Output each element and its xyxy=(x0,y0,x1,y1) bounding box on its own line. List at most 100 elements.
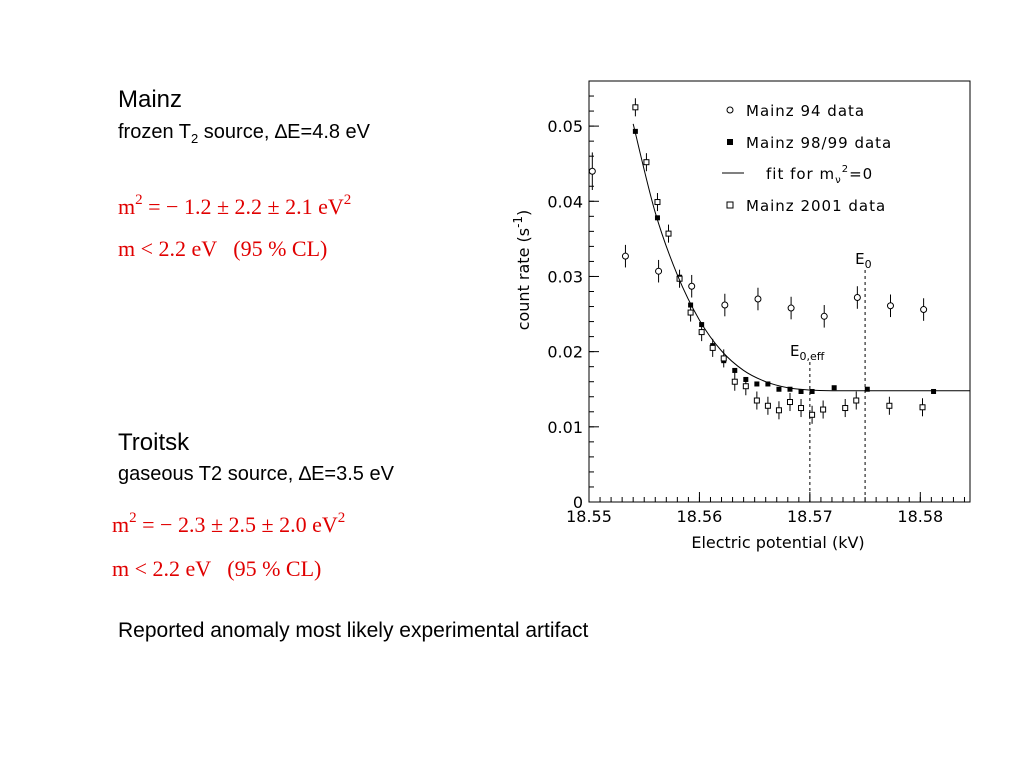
mainz2001-point xyxy=(731,378,738,385)
mainz2001-point xyxy=(853,397,860,404)
mainz98-point xyxy=(699,322,705,328)
mainz94-point xyxy=(621,252,629,260)
mainz94-point xyxy=(655,267,663,275)
mainz94-point xyxy=(820,312,828,320)
mainz94-point xyxy=(853,294,861,302)
mainz98-point xyxy=(809,388,815,394)
x-tick-label: 18.58 xyxy=(897,507,943,526)
fit-curve xyxy=(632,123,970,392)
mainz2001-point xyxy=(687,309,694,316)
legend-marker-mainz94 xyxy=(726,106,734,114)
y-tick-label: 0.05 xyxy=(547,117,583,136)
mainz-eq1-mid: = − 1.2 ± 2.2 ± 2.1 eV xyxy=(142,194,344,219)
mainz94-point xyxy=(721,301,729,309)
x-tick-label: 18.56 xyxy=(677,507,723,526)
mainz2001-point xyxy=(809,411,816,418)
e0-label: E0 xyxy=(855,250,871,271)
e0eff-label: E0,eff xyxy=(790,342,825,363)
legend-marker-mainz98 xyxy=(727,139,733,145)
e0eff-label-main: E xyxy=(790,342,799,360)
legend-fit-post: =0 xyxy=(849,165,873,183)
mainz2001-point xyxy=(709,344,716,351)
legend-marker-mainz2001 xyxy=(726,201,734,209)
x-axis-label: Electric potential (kV) xyxy=(691,533,864,552)
troitsk-eq1-mid: = − 2.3 ± 2.5 ± 2.0 eV xyxy=(136,512,338,537)
e0-label-main: E xyxy=(855,250,864,268)
mainz2001-point xyxy=(643,159,650,166)
troitsk-title: Troitsk xyxy=(118,429,190,456)
mainz2001-point xyxy=(820,406,827,413)
mainz98-point xyxy=(864,386,870,392)
troitsk-eq1-sup2: 2 xyxy=(337,510,346,526)
mainz2001-point xyxy=(665,230,672,237)
mainz2001-point xyxy=(775,407,782,414)
mainz98-point xyxy=(710,343,716,349)
y-tick-label: 0.02 xyxy=(547,343,583,362)
mainz2001-point xyxy=(764,402,771,409)
mainz2001-point xyxy=(654,199,661,206)
mainz2001-point xyxy=(753,397,760,404)
mainz-subtitle-sub: 2 xyxy=(191,131,199,146)
anomaly-note: Reported anomaly most likely experimenta… xyxy=(118,619,589,642)
y-axis-label: count rate (s-1) xyxy=(511,210,533,331)
mainz98-point xyxy=(776,386,782,392)
mainz98-point xyxy=(831,385,837,391)
mainz98-point xyxy=(721,358,727,364)
mainz94-point xyxy=(787,304,795,312)
legend-label-mainz98: Mainz 98/99 data xyxy=(746,134,892,152)
mainz98-point xyxy=(732,367,738,373)
mainz98-point xyxy=(677,274,683,280)
mainz2001-point xyxy=(786,399,793,406)
mainz98-point xyxy=(654,215,660,221)
mainz98-point xyxy=(743,376,749,382)
mainz-mass-squared-equation: m2 = − 1.2 ± 2.2 ± 2.1 eV2 xyxy=(118,192,352,220)
mainz2001-point xyxy=(919,404,926,411)
y-tick-label: 0 xyxy=(573,493,583,512)
mainz2001-point xyxy=(742,383,749,390)
mainz2001-point xyxy=(842,405,849,412)
legend-fit-sup: 2 xyxy=(842,164,849,175)
e0eff-label-sub: 0,eff xyxy=(799,350,824,363)
mainz98-point xyxy=(798,388,804,394)
e0-label-sub: 0 xyxy=(865,258,872,271)
mainz98-point xyxy=(787,386,793,392)
mainz94-point xyxy=(588,167,596,175)
mainz94-point xyxy=(920,306,928,314)
mainz2001-point xyxy=(632,104,639,111)
plot-frame xyxy=(588,80,971,503)
mainz2001-point xyxy=(886,402,893,409)
troitsk-subtitle: gaseous T2 source, ∆E=3.5 eV xyxy=(118,463,394,485)
troitsk-eq1-sup: 2 xyxy=(129,510,137,526)
legend-label-fit: fit for mν2=0 xyxy=(766,164,873,186)
troitsk-mass-squared-equation: m2 = − 2.3 ± 2.5 ± 2.0 eV2 xyxy=(112,510,346,538)
y-tick-label: 0.04 xyxy=(547,192,583,211)
mainz2001-point xyxy=(698,329,705,336)
mainz-eq1-sup: 2 xyxy=(135,192,143,208)
mainz98-point xyxy=(688,302,694,308)
mainz98-point xyxy=(765,381,771,387)
legend-label-mainz2001: Mainz 2001 data xyxy=(746,197,886,215)
mainz-eq1-pre: m xyxy=(118,194,136,219)
mainz98-point xyxy=(632,128,638,134)
x-tick-label: 18.55 xyxy=(566,507,612,526)
y-axis-label-text: count rate (s xyxy=(514,228,533,330)
x-tick-label: 18.57 xyxy=(787,507,833,526)
mainz-eq1-sup2: 2 xyxy=(343,192,352,208)
troitsk-eq1-pre: m xyxy=(112,512,130,537)
y-tick-label: 0.01 xyxy=(547,418,583,437)
mainz2001-point xyxy=(798,405,805,412)
mainz-title: Mainz xyxy=(118,86,183,113)
mainz98-point xyxy=(754,381,760,387)
legend-label-mainz94: Mainz 94 data xyxy=(746,102,865,120)
mainz2001-point xyxy=(676,275,683,282)
legend-fit-sub: ν xyxy=(835,175,842,186)
mainz94-point xyxy=(886,302,894,310)
legend-fit-pre: fit for m xyxy=(766,165,835,183)
y-tick-label: 0.03 xyxy=(547,267,583,286)
mainz94-point xyxy=(688,282,696,290)
mainz98-point xyxy=(931,388,937,394)
mainz2001-point xyxy=(720,355,727,362)
y-axis-label-close: ) xyxy=(514,210,533,216)
